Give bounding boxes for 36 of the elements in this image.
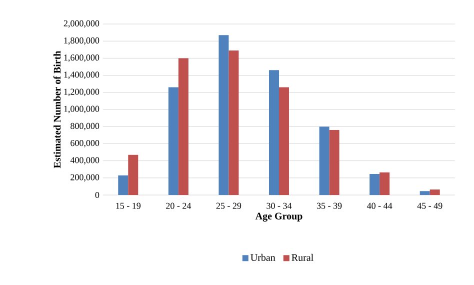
legend-label: Urban	[250, 254, 276, 261]
bar	[319, 126, 330, 196]
y-axis-title: Estimated Number of Birth	[53, 50, 61, 168]
y-tick-label: 2,000,000	[64, 20, 100, 28]
x-tick-label: 45 - 49	[417, 202, 442, 209]
bar	[269, 70, 279, 196]
bar	[329, 130, 340, 196]
x-tick-label: 30 - 34	[266, 202, 292, 209]
bar	[218, 35, 229, 196]
legend-label: Rural	[292, 254, 314, 261]
bar	[118, 175, 128, 196]
y-tick-label: 1,400,000	[64, 72, 100, 79]
y-tick-label: 800,000	[70, 122, 100, 130]
bar	[228, 50, 239, 196]
y-tick-label: 0	[95, 192, 100, 198]
y-tick-label: 1,600,000	[64, 54, 100, 62]
x-tick-label: 40 - 44	[366, 202, 392, 209]
bar	[128, 154, 138, 196]
x-tick-label: 15 - 19	[116, 202, 141, 209]
x-tick-label: 35 - 39	[316, 202, 342, 209]
bar	[430, 189, 440, 196]
bar	[370, 174, 380, 196]
y-tick-label: 1,000,000	[64, 106, 100, 114]
bar	[279, 87, 289, 196]
x-tick-label: 20 - 24	[166, 202, 192, 209]
bar	[420, 191, 430, 196]
y-tick-label: 1,800,000	[64, 37, 100, 45]
x-tick-label: 25 - 29	[216, 202, 242, 209]
bar	[168, 87, 178, 196]
y-tick-label: 1,200,000	[64, 88, 100, 96]
bar	[380, 172, 390, 196]
x-axis-title: Age Group	[255, 212, 302, 222]
y-tick-label: 600,000	[70, 140, 100, 148]
y-tick-label: 400,000	[70, 157, 100, 164]
y-tick-label: 200,000	[70, 174, 100, 182]
bar	[178, 58, 188, 196]
